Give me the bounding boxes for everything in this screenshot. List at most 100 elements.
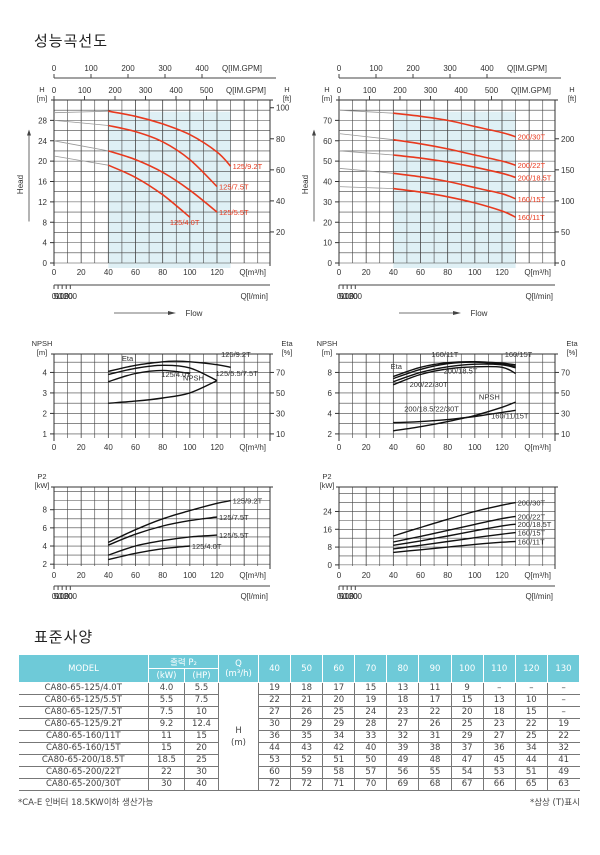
y-axis-unit: [m] [322,348,332,357]
spec-section-title: 표준사양 [34,628,94,646]
bottom-axis-lmin-tick-label: 150 [345,292,359,301]
curve-160-15T [393,172,516,200]
curve-200-30T [393,112,516,138]
hp-cell: 25 [184,754,220,767]
curve-shutoff-segment [338,109,394,114]
x-tick-label: 120 [495,443,509,452]
x-tick-label: 20 [362,443,371,452]
top-axis-gpm-2-tick-label: 100 [78,86,92,95]
x-tick-label: 40 [389,443,398,452]
top-axis-gpm-1-tick-label: 400 [480,64,494,73]
x-tick-label: 60 [131,268,140,277]
x-tick-label: 0 [337,268,342,277]
head-value-cell: 26 [418,718,452,731]
bottom-axis-lmin-label: Q[l/min] [525,592,553,601]
y2-axis-unit: [%] [282,348,293,357]
model-cell: CA80-65-125/9.2T [18,718,149,731]
head-value-cell: 13 [483,694,516,707]
head-value-cell: 20 [451,706,484,719]
flow-arrow-icon [453,311,461,315]
table-row: CA80-65-200/30T 30 40 72 72 71 70 69 68 67 66 65 63 [18,778,580,791]
head-value-cell: 53 [483,766,516,779]
curve-label: 160/11T [518,213,545,222]
y-axis-label: NPSH [32,339,53,348]
head-value-cell: 71 [322,778,356,791]
model-cell: CA80-65-200/18.5T [18,754,149,767]
y-tick-label: 8 [43,218,48,227]
kw-cell: 4.0 [148,682,185,695]
x-tick-label: 40 [104,571,113,580]
x-tick-label: 60 [416,443,425,452]
model-cell: CA80-65-125/7.5T [18,706,149,719]
header-q: Q (m³/h) [218,654,260,683]
y-axis-label: H [39,85,44,94]
bottom-axis-lmin-tick-label: 150 [60,292,74,301]
head-value-cell: 22 [258,694,292,707]
top-axis-gpm-2-tick-label: 0 [52,86,57,95]
table-row: CA80-65-125/4.0T 4.0 5.5 H (m) 19 18 17 15 13 11 9–… [18,682,580,791]
y-tick-label: 6 [328,389,333,398]
y-tick-label: 4 [43,368,48,377]
curve-shutoff-segment [338,150,394,156]
y2-tick-label: 100 [561,197,575,206]
table-row: CA80-65-125/5.5T 5.5 7.5 22 21 20 19 18 17 15 13 10… [18,694,580,707]
bottom-axis-lmin-tick-label: 50 [54,592,63,601]
note-inverter: *CA-E 인버터 18.5KW이하 생산가능 [18,798,154,808]
y-tick-label: 8 [328,543,333,552]
hp-cell: 15 [184,730,220,743]
head-value-cell: 17 [322,682,356,695]
header-flow: 100 [450,654,484,683]
bottom-axis-lmin-tick-label: 100 [340,292,354,301]
y-tick-label: 1 [43,430,48,439]
curve-shutoff-segment [338,186,394,189]
header-flow: 80 [386,654,420,683]
curve-shutoff-segment [338,167,394,174]
curve-label: 125/5.5T [219,531,249,540]
top-axis-gpm-1-label: Q[IM.GPM] [507,64,547,73]
h-label: H [235,725,242,736]
curve-160-11T [393,540,516,554]
head-value-cell: 25 [451,718,484,731]
y-axis-label: P2 [37,472,46,481]
x-tick-label: 120 [210,571,224,580]
y2-tick-label: 200 [561,135,575,144]
x-tick-label: 60 [131,443,140,452]
y-tick-label: 40 [323,178,332,187]
x-axis-label: Q[m³/h] [524,268,551,277]
head-axis-title: Head [16,175,25,194]
head-value-cell: 58 [322,766,356,779]
x-tick-label: 0 [337,571,342,580]
curve-label: 125/4.0T [170,218,200,227]
header-q-label: Q [235,658,242,669]
curve-125-5-5-7-5T [108,364,218,382]
x-tick-label: 80 [443,571,452,580]
y2-axis-label: Eta [281,339,293,348]
head-value-cell: 35 [290,730,324,743]
curve-label: 125/7.5T [219,513,249,522]
table-row: CA80-65-200/18.5T 18.5 25 53 52 51 50 49 48 47 45 4… [18,754,580,767]
table-row: CA80-65-160/15T 15 20 44 43 42 40 39 38 37 36 34 32 [18,742,580,755]
x-tick-label: 20 [362,571,371,580]
x-axis-label: Q[m³/h] [524,571,551,580]
curve-125-9-2T [108,360,231,373]
top-axis-gpm-1-tick-label: 200 [406,64,420,73]
y-tick-label: 30 [323,198,332,207]
curve-label: 200/18.5T [444,366,478,375]
bottom-axis-lmin-label: Q[l/min] [240,592,268,601]
bottom-axis-lmin-tick-label: 0 [52,592,57,601]
x-tick-label: 100 [183,571,197,580]
curve-label: 200/22T [518,161,546,170]
y2-tick-label: 70 [276,368,285,377]
top-axis-gpm-2-tick-label: 200 [108,86,122,95]
head-value-cell: 42 [322,742,356,755]
curve-label: 125/9.2T [233,162,263,171]
y2-tick-label: 50 [561,389,570,398]
y2-tick-label: 60 [276,166,285,175]
head-value-cell: 69 [386,778,420,791]
kw-cell: 5.5 [148,694,185,707]
head-value-cell: 38 [418,742,452,755]
curve-125-7-5T [108,516,218,546]
head-value-cell: 9 [451,682,484,695]
kw-cell: 15 [148,742,185,755]
h-unit: (m) [231,737,246,748]
